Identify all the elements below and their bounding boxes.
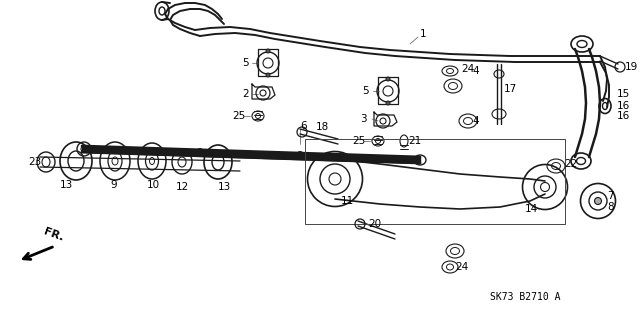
Ellipse shape — [595, 197, 602, 204]
Text: 2: 2 — [242, 89, 248, 99]
Text: 7: 7 — [607, 191, 614, 201]
Text: 14: 14 — [525, 204, 538, 214]
Text: 12: 12 — [176, 182, 189, 192]
Text: 3: 3 — [360, 114, 367, 124]
Text: 5: 5 — [362, 86, 369, 96]
Ellipse shape — [266, 73, 270, 77]
Text: 11: 11 — [341, 196, 355, 206]
Text: 4: 4 — [472, 116, 479, 126]
Text: 23: 23 — [28, 157, 41, 167]
Text: 19: 19 — [625, 62, 638, 72]
Text: 16: 16 — [617, 111, 630, 121]
Text: 8: 8 — [607, 202, 614, 212]
Text: 16: 16 — [617, 101, 630, 111]
Text: 17: 17 — [504, 84, 517, 94]
Text: 1: 1 — [420, 29, 427, 39]
Text: 4: 4 — [472, 66, 479, 76]
Text: 22: 22 — [564, 159, 577, 169]
Text: 20: 20 — [368, 219, 381, 229]
Ellipse shape — [386, 77, 390, 81]
Text: 24: 24 — [455, 262, 468, 272]
Text: 10: 10 — [147, 180, 160, 190]
Text: 25: 25 — [352, 136, 365, 146]
Text: 9: 9 — [110, 180, 116, 190]
Text: 24: 24 — [461, 64, 474, 74]
Bar — [305, 139, 565, 224]
Text: 6: 6 — [300, 121, 307, 131]
Ellipse shape — [386, 101, 390, 105]
Text: 5: 5 — [242, 58, 248, 68]
Text: 13: 13 — [60, 180, 73, 190]
Text: FR.: FR. — [42, 226, 65, 243]
Text: SK73 B2710 A: SK73 B2710 A — [490, 292, 561, 302]
Text: 25: 25 — [232, 111, 245, 121]
Text: 13: 13 — [218, 182, 231, 192]
Text: 15: 15 — [617, 89, 630, 99]
Text: 18: 18 — [316, 122, 329, 132]
Text: 21: 21 — [408, 136, 421, 146]
Ellipse shape — [266, 49, 270, 53]
